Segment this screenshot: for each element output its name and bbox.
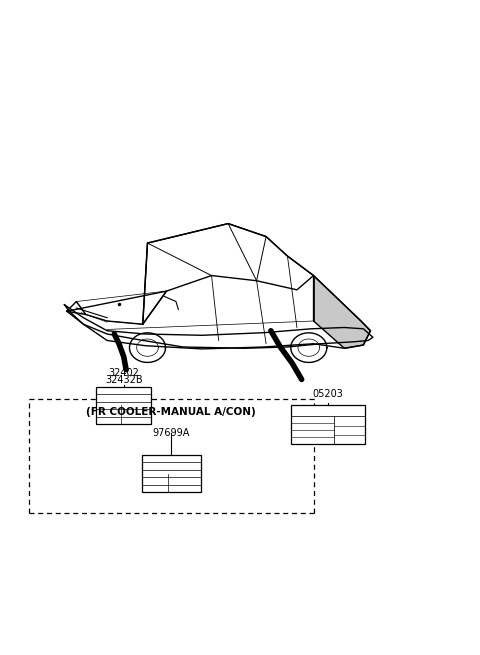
Text: 97699A: 97699A <box>153 428 190 438</box>
Polygon shape <box>313 276 371 348</box>
Bar <box>142 455 201 493</box>
Bar <box>291 405 364 444</box>
Bar <box>96 386 151 424</box>
Text: 32402: 32402 <box>108 368 139 378</box>
Text: (FR COOLER-MANUAL A/CON): (FR COOLER-MANUAL A/CON) <box>86 407 256 417</box>
Text: 32432B: 32432B <box>105 375 143 384</box>
Text: 05203: 05203 <box>312 389 343 399</box>
